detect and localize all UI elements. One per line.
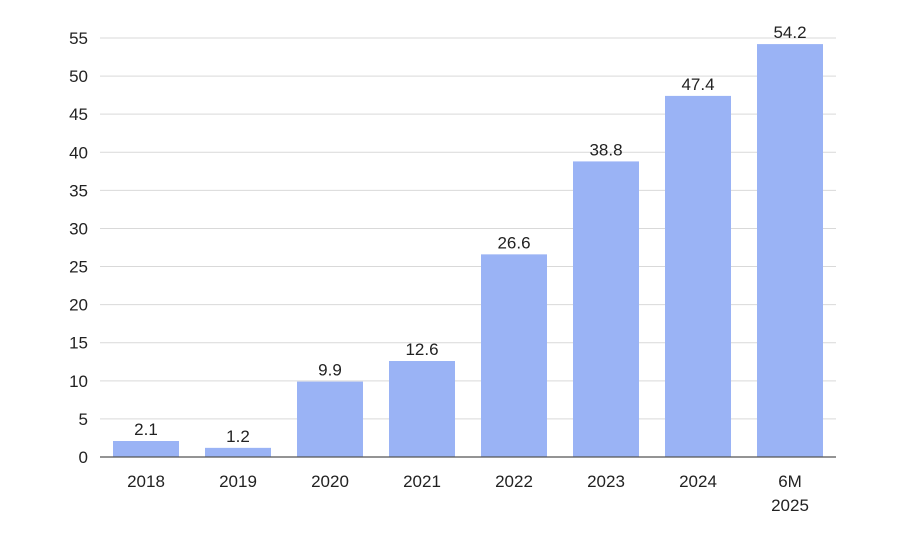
x-tick-label-7: 6M 2025 [771, 472, 809, 515]
value-label-2: 9.9 [318, 361, 342, 380]
y-tick-label-20: 20 [69, 296, 88, 315]
y-axis-tick-labels: 0 5 10 15 20 25 30 35 40 45 50 55 [69, 29, 88, 467]
value-label-1: 1.2 [226, 427, 250, 446]
y-tick-label-30: 30 [69, 219, 88, 238]
y-tick-label-45: 45 [69, 105, 88, 124]
value-label-6: 47.4 [681, 75, 714, 94]
bar-2 [297, 381, 363, 457]
value-label-5: 38.8 [589, 140, 622, 159]
bar-1 [205, 447, 271, 457]
bar-7 [757, 44, 823, 458]
value-label-0: 2.1 [134, 420, 158, 439]
x-tick-label-0: 2018 [127, 472, 165, 491]
bar-value-labels: 2.1 1.2 9.9 12.6 26.6 38.8 47.4 54.2 [134, 23, 806, 446]
y-tick-label-5: 5 [79, 410, 88, 429]
y-tick-label-10: 10 [69, 372, 88, 391]
x-tick-label-1: 2019 [219, 472, 257, 491]
x-tick-label-6: 2024 [679, 472, 717, 491]
y-tick-label-25: 25 [69, 258, 88, 277]
y-tick-label-35: 35 [69, 181, 88, 200]
x-tick-label-3: 2021 [403, 472, 441, 491]
value-label-7: 54.2 [773, 23, 806, 42]
y-tick-label-40: 40 [69, 143, 88, 162]
bar-0 [113, 441, 179, 457]
y-tick-label-50: 50 [69, 67, 88, 86]
x-tick-label-4: 2022 [495, 472, 533, 491]
bar-6 [665, 95, 731, 457]
bar-3 [389, 361, 455, 457]
x-axis-tick-labels: 2018 2019 2020 2021 2022 2023 2024 6M 2025 [127, 472, 809, 515]
bar-4 [481, 254, 547, 457]
y-tick-label-55: 55 [69, 29, 88, 48]
gridlines [100, 37, 836, 420]
y-tick-label-0: 0 [79, 448, 88, 467]
bar-5 [573, 161, 639, 457]
bars [113, 44, 823, 458]
value-label-4: 26.6 [497, 233, 530, 252]
y-tick-label-15: 15 [69, 334, 88, 353]
x-tick-label-5: 2023 [587, 472, 625, 491]
x-tick-label-2: 2020 [311, 472, 349, 491]
value-label-3: 12.6 [405, 340, 438, 359]
